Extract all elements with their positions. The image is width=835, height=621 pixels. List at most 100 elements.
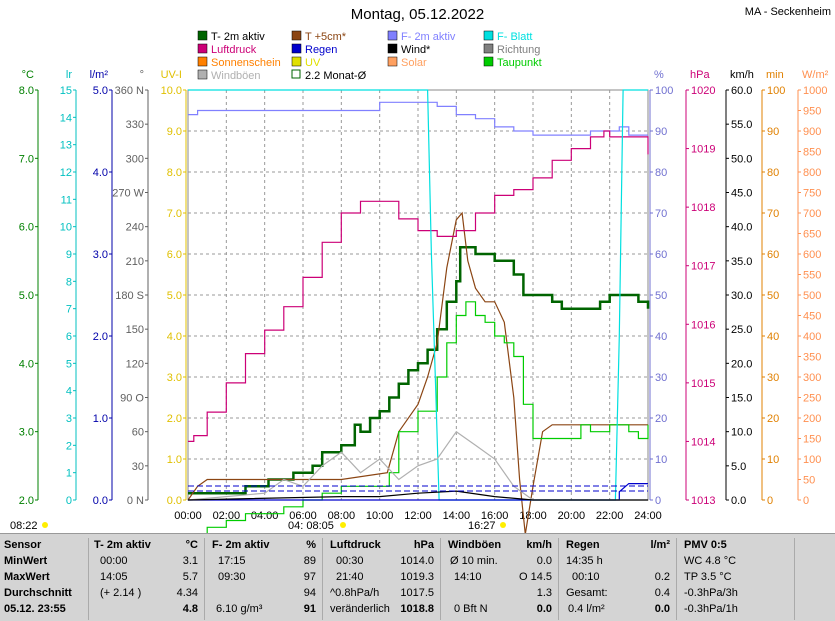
axis-label-min: 0 [767, 495, 773, 507]
axis-label-temp: 6.0 [19, 222, 34, 234]
axis-label-lr: 15 [60, 85, 72, 97]
legend-label: Wind* [401, 44, 431, 56]
stats-sensor-title: Sensor [4, 539, 42, 551]
stats-pmv-title: PMV 0:5 [684, 539, 727, 551]
stats-temp-unit: °C [185, 539, 198, 551]
legend-label: Regen [305, 44, 337, 56]
legend-label: Taupunkt [497, 57, 542, 69]
axis-label-dir: 210 [126, 256, 144, 268]
stats-press-unit: hPa [413, 539, 434, 551]
stats-hum-abs: 6.10 g/m³ [216, 603, 263, 615]
axis-label-wm2: 150 [803, 434, 821, 446]
axis-label-pct: 30 [655, 372, 667, 384]
axis-label-dir: 240 [126, 222, 144, 234]
stats-rain-current: 0.0 [654, 603, 670, 615]
axis-label-kmh: 30.0 [731, 290, 752, 302]
axis-label-wm2: 700 [803, 208, 821, 220]
stats-press-max-time: 21:40 [336, 571, 364, 583]
stats-gust-col: Windböen km/h Ø 10 min. 0.0 14:10 O 14.5 1.… [444, 538, 559, 620]
stats-hum-unit: % [306, 539, 316, 551]
legend-swatch [483, 43, 494, 54]
axis-label-wm2: 500 [803, 290, 821, 302]
axis-label-hpa: 1018 [691, 202, 715, 214]
axis-label-uv: 9.0 [167, 126, 182, 138]
stats-pmv-tp: TP 3.5 °C [684, 571, 732, 583]
stats-gust-max: O 14.5 [518, 571, 552, 583]
axis-label-kmh: 45.0 [731, 188, 752, 200]
stats-rain-title: Regen [566, 539, 600, 551]
x-tick-label: 02:00 [213, 510, 241, 522]
stats-pmv-wc: WC 4.8 °C [684, 555, 737, 567]
axis-unit-pct: % [654, 69, 664, 81]
x-tick-label: 16:00 [481, 510, 509, 522]
stats-press-trend: ^0.8hPa/h [330, 587, 380, 599]
axis-unit-hpa: hPa [690, 69, 710, 81]
series-line-t-5cm- [187, 211, 648, 533]
axis-label-wm2: 1000 [803, 85, 827, 97]
axis-label-kmh: 0.0 [731, 495, 746, 507]
legend-label: T- 2m aktiv [211, 31, 265, 43]
axis-label-pct: 70 [655, 208, 667, 220]
axis-label-min: 40 [767, 331, 779, 343]
stats-gust-unit: km/h [526, 539, 552, 551]
weather-chart: 00:00 02:00 04:00 06:00 08:00 10:00 12:00 14:00… [10, 30, 829, 533]
axis-label-uv: 7.0 [167, 208, 182, 220]
axis-label-wm2: 550 [803, 270, 821, 282]
axis-label-temp: 5.0 [19, 290, 34, 302]
series-line-wind- [187, 490, 648, 501]
stats-temp-min-time: 00:00 [100, 555, 128, 567]
axis-label-wm2: 850 [803, 147, 821, 159]
axis-label-kmh: 60.0 [731, 85, 752, 97]
legend-swatch [387, 56, 398, 67]
axis-label-kmh: 40.0 [731, 222, 752, 234]
axis-label-uv: 5.0 [167, 290, 182, 302]
axis-unit-min: min [766, 69, 784, 81]
axis-label-hpa: 1017 [691, 261, 715, 273]
legend-swatch [197, 69, 208, 80]
sunrise-time: 08:22 [10, 520, 38, 532]
stats-press-min-time: 00:30 [336, 555, 364, 567]
stats-temp-col: T- 2m aktiv °C 00:00 3.1 14:05 5.7 (+ 2.14 … [92, 538, 205, 620]
axis-label-lm2: 2.0 [93, 331, 108, 343]
legend-swatch [291, 56, 302, 67]
axis-label-wm2: 750 [803, 188, 821, 200]
axis-label-dir: 270 W [112, 188, 144, 200]
axis-label-hpa: 1020 [691, 85, 715, 97]
stats-hum-min: 89 [303, 555, 316, 567]
axis-label-min: 20 [767, 413, 779, 425]
x-tick-label: 24:00 [634, 510, 662, 522]
legend-label: UV [305, 57, 321, 69]
axis-label-hpa: 1019 [691, 144, 715, 156]
axis-label-lr: 6 [66, 331, 72, 343]
axis-label-lr: 14 [60, 112, 72, 124]
axis-label-wm2: 250 [803, 393, 821, 405]
stats-press-max: 1019.3 [400, 571, 434, 583]
axis-label-pct: 80 [655, 167, 667, 179]
x-tick-label: 12:00 [404, 510, 432, 522]
x-tick-label: 08:00 [328, 510, 356, 522]
stats-row-max: MaxWert [4, 571, 50, 583]
stats-rain-total: 0.4 [654, 587, 670, 599]
legend-label: 2.2 Monat-Ø [305, 70, 367, 82]
axis-label-lm2: 0.0 [93, 495, 108, 507]
axis-unit-lr: lr [66, 69, 72, 81]
axis-label-dir: 360 N [115, 85, 144, 97]
axis-label-kmh: 55.0 [731, 119, 752, 131]
axis-label-lr: 13 [60, 140, 72, 152]
axis-label-uv: 0.0 [167, 495, 182, 507]
axis-label-dir: 0 N [127, 495, 144, 507]
stats-rain-max-time: 00:10 [572, 571, 600, 583]
axis-label-kmh: 10.0 [731, 427, 752, 439]
stats-hum-title: F- 2m aktiv [212, 539, 270, 551]
legend-label: Luftdruck [211, 44, 257, 56]
axis-label-lm2: 4.0 [93, 167, 108, 179]
legend-swatch [197, 43, 208, 54]
stats-temp-delta: (+ 2.14 ) [100, 587, 142, 599]
legend-label: F- Blatt [497, 31, 532, 43]
stats-rain-total-label: Gesamt: [566, 587, 608, 599]
axis-label-dir: 30 [132, 461, 144, 473]
axis-label-dir: 60 [132, 427, 144, 439]
axis-unit-wm2: W/m² [802, 69, 829, 81]
page-title: Montag, 05.12.2022 [350, 6, 485, 23]
stats-pmv-trend1h: -0.3hPa/1h [684, 603, 738, 615]
